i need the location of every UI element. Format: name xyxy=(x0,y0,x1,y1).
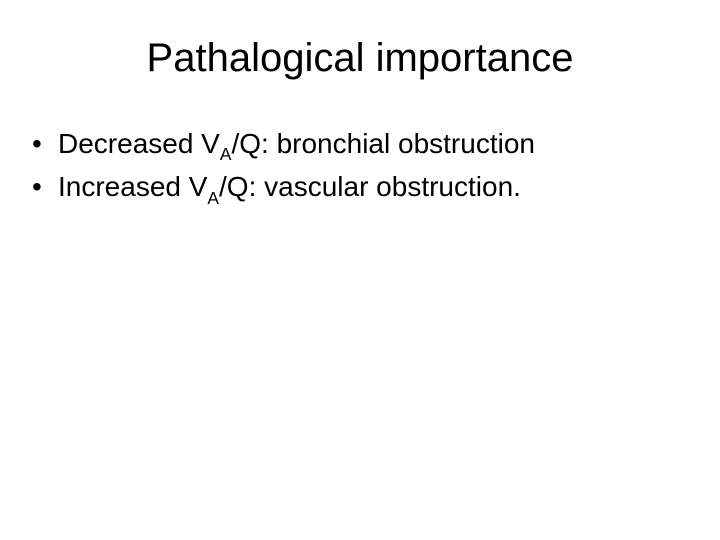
bullet-subscript: A xyxy=(207,188,219,208)
bullet-text-suffix: /Q: bronchial obstruction xyxy=(231,128,535,159)
list-item: Decreased VA/Q: bronchial obstruction xyxy=(32,126,690,165)
bullet-subscript: A xyxy=(220,144,232,164)
bullet-text-suffix: /Q: vascular obstruction. xyxy=(219,171,521,202)
bullet-list: Decreased VA/Q: bronchial obstruction In… xyxy=(32,126,690,209)
slide: Pathalogical importance Decreased VA/Q: … xyxy=(0,0,720,540)
slide-title: Pathalogical importance xyxy=(30,30,690,81)
list-item: Increased VA/Q: vascular obstruction. xyxy=(32,169,690,208)
bullet-text-prefix: Increased V xyxy=(58,171,207,202)
bullet-text-prefix: Decreased V xyxy=(58,128,220,159)
